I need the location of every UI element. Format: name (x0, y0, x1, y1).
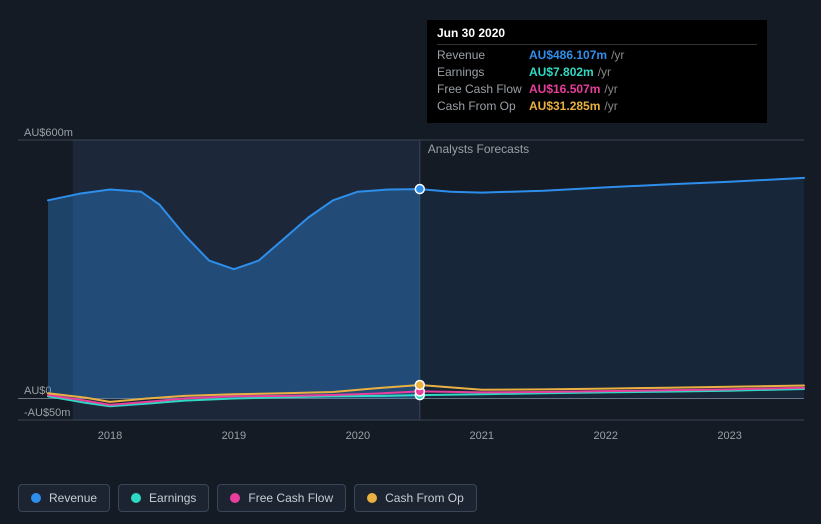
legend-item-label: Free Cash Flow (248, 491, 333, 505)
tooltip-row-value: AU$486.107m (529, 47, 607, 64)
x-axis-label: 2018 (98, 430, 122, 442)
legend-item-label: Cash From Op (385, 491, 464, 505)
legend-item-cfo[interactable]: Cash From Op (354, 484, 477, 512)
x-axis-label: 2019 (222, 430, 246, 442)
tooltip-row-label: Revenue (437, 47, 529, 64)
legend-item-label: Earnings (149, 491, 196, 505)
tooltip: Jun 30 2020 RevenueAU$486.107m/yrEarning… (427, 20, 767, 123)
tooltip-row-unit: /yr (604, 81, 617, 98)
tooltip-row-label: Earnings (437, 64, 529, 81)
legend-item-revenue[interactable]: Revenue (18, 484, 110, 512)
legend-dot-icon (131, 493, 141, 503)
tooltip-row-value: AU$7.802m (529, 64, 594, 81)
tooltip-row: RevenueAU$486.107m/yr (437, 47, 757, 64)
tooltip-row-label: Free Cash Flow (437, 81, 529, 98)
tooltip-title: Jun 30 2020 (437, 26, 757, 45)
tooltip-row: Free Cash FlowAU$16.507m/yr (437, 81, 757, 98)
tooltip-row-unit: /yr (611, 47, 624, 64)
tooltip-row: EarningsAU$7.802m/yr (437, 64, 757, 81)
tooltip-row-unit: /yr (598, 64, 611, 81)
legend-item-earnings[interactable]: Earnings (118, 484, 209, 512)
tooltip-row: Cash From OpAU$31.285m/yr (437, 98, 757, 115)
x-axis-label: 2021 (470, 430, 494, 442)
tooltip-row-label: Cash From Op (437, 98, 529, 115)
tooltip-row-unit: /yr (604, 98, 617, 115)
legend-dot-icon (31, 493, 41, 503)
tooltip-row-value: AU$31.285m (529, 98, 600, 115)
legend-item-fcf[interactable]: Free Cash Flow (217, 484, 346, 512)
legend-dot-icon (367, 493, 377, 503)
legend-dot-icon (230, 493, 240, 503)
tooltip-row-value: AU$16.507m (529, 81, 600, 98)
x-axis-label: 2020 (346, 430, 370, 442)
x-axis-label: 2023 (717, 430, 741, 442)
x-axis-label: 2022 (593, 430, 617, 442)
legend: Revenue Earnings Free Cash Flow Cash From O… (18, 484, 477, 512)
legend-item-label: Revenue (49, 491, 97, 505)
